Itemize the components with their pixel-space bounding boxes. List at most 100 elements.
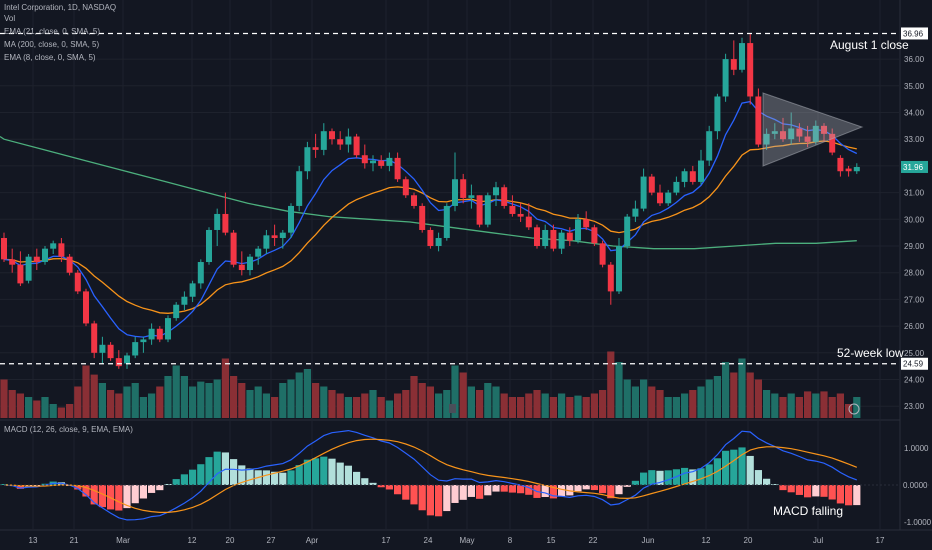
- price-tick-label: 34.00: [904, 109, 925, 118]
- volume-bar: [746, 372, 754, 418]
- time-tick-label: Mar: [116, 536, 130, 545]
- macd-hist-bar: [33, 485, 41, 487]
- volume-bar: [246, 390, 254, 418]
- volume-bar: [582, 397, 590, 418]
- macd-hist-bar: [74, 485, 82, 490]
- volume-bar: [66, 404, 74, 418]
- macd-hist-bar: [681, 467, 689, 485]
- volume-bar: [230, 376, 238, 418]
- volume-bar: [418, 383, 426, 418]
- macd-hist-bar: [402, 485, 410, 500]
- candle-body: [829, 133, 836, 153]
- macd-hist-bar: [656, 470, 664, 485]
- macd-zero-badge: 0.0000: [903, 481, 928, 490]
- macd-hist-bar: [689, 469, 697, 485]
- candle-body: [329, 131, 335, 140]
- volume-bar: [648, 386, 656, 418]
- volume-bar: [213, 379, 221, 418]
- candle-body: [9, 259, 16, 265]
- volume-bar: [336, 393, 344, 418]
- volume-bar: [369, 390, 377, 418]
- price-tick-label: 25.00: [904, 349, 925, 358]
- volume-bar: [156, 386, 164, 418]
- macd-hist-bar: [279, 472, 287, 485]
- macd-hist-bar: [131, 485, 139, 504]
- candle-body: [583, 219, 590, 228]
- macd-hist-bar: [484, 485, 492, 496]
- time-tick-label: 17: [382, 536, 391, 545]
- macd-hist-bar: [189, 469, 197, 485]
- volume-bar: [41, 397, 49, 418]
- ema8-line: [3, 100, 858, 338]
- macd-legend[interactable]: MACD (12, 26, close, 9, EMA, EMA): [4, 425, 133, 434]
- time-tick-label: 13: [29, 536, 38, 545]
- candle-body: [476, 195, 483, 225]
- candle-body: [599, 243, 606, 265]
- low52-annotation: 52-week low: [837, 346, 904, 360]
- volume-bar: [123, 386, 131, 418]
- volume-bar: [640, 379, 648, 418]
- candle-body: [173, 304, 180, 319]
- macd-hist-bar: [754, 470, 762, 485]
- macd-hist-bar: [648, 470, 656, 485]
- candle-body: [657, 192, 663, 204]
- candle-body: [509, 205, 516, 214]
- macd-hist-bar: [664, 470, 672, 485]
- candle-body: [427, 229, 434, 246]
- macd-hist-bar: [705, 464, 713, 485]
- macd-tick-label: 1.0000: [904, 444, 929, 453]
- volume-bar: [320, 386, 328, 418]
- macd-hist-bar: [558, 485, 566, 497]
- volume-bar: [197, 381, 205, 418]
- macd-hist-bar: [377, 485, 385, 488]
- candle-body: [156, 328, 163, 340]
- volume-bar: [574, 395, 582, 418]
- volume-bar: [98, 383, 106, 418]
- ma200-legend[interactable]: MA (200, close, 0, SMA, 5): [4, 40, 100, 49]
- volume-bar: [672, 397, 680, 418]
- candle-body: [165, 318, 171, 340]
- volume-bar: [74, 386, 82, 418]
- low52-badge-bg: [901, 357, 928, 370]
- price-tick-label: 26.00: [904, 322, 925, 331]
- macd-hist-bar: [287, 470, 295, 485]
- candle-body: [222, 213, 229, 233]
- macd-hist-bar: [517, 485, 525, 494]
- volume-bar: [722, 362, 730, 418]
- ema21-legend[interactable]: EMA (21, close, 0, SMA, 5): [4, 27, 101, 36]
- candle-body: [501, 187, 508, 206]
- volume-bar: [549, 397, 557, 418]
- macd-hist-bar: [525, 485, 533, 495]
- candle-body: [542, 229, 549, 246]
- macd-hist-bar: [615, 485, 623, 495]
- ema8-legend[interactable]: EMA (8, close, 0, SMA, 5): [4, 53, 96, 62]
- candle-body: [33, 256, 40, 263]
- volume-bar: [804, 391, 812, 418]
- candle-body: [353, 136, 360, 156]
- volume-bar: [148, 393, 156, 418]
- macd-hist-bar: [828, 485, 836, 500]
- candle-body: [804, 136, 811, 142]
- candle-body: [58, 243, 65, 257]
- price-tick-label: 31.00: [904, 189, 925, 198]
- macd-hist-bar: [320, 456, 328, 485]
- candle-body: [706, 131, 713, 161]
- volume-bar: [57, 407, 65, 418]
- candle-body: [25, 256, 32, 281]
- volume-bars: [0, 351, 861, 418]
- volume-bar: [607, 351, 615, 418]
- volume-bar: [525, 393, 533, 418]
- volume-bar: [754, 379, 762, 418]
- candle-body: [484, 195, 491, 225]
- time-tick-label: 21: [70, 536, 79, 545]
- volume-bar: [295, 372, 303, 418]
- macd-hist-bar: [180, 474, 188, 485]
- volume-bar: [115, 393, 123, 418]
- volume-bar: [845, 404, 853, 418]
- candle-body: [370, 160, 376, 164]
- time-tick-label: 8: [508, 536, 513, 545]
- volume-bar: [517, 397, 525, 418]
- volume-bar: [254, 386, 262, 418]
- macd-hist-bar: [467, 485, 475, 497]
